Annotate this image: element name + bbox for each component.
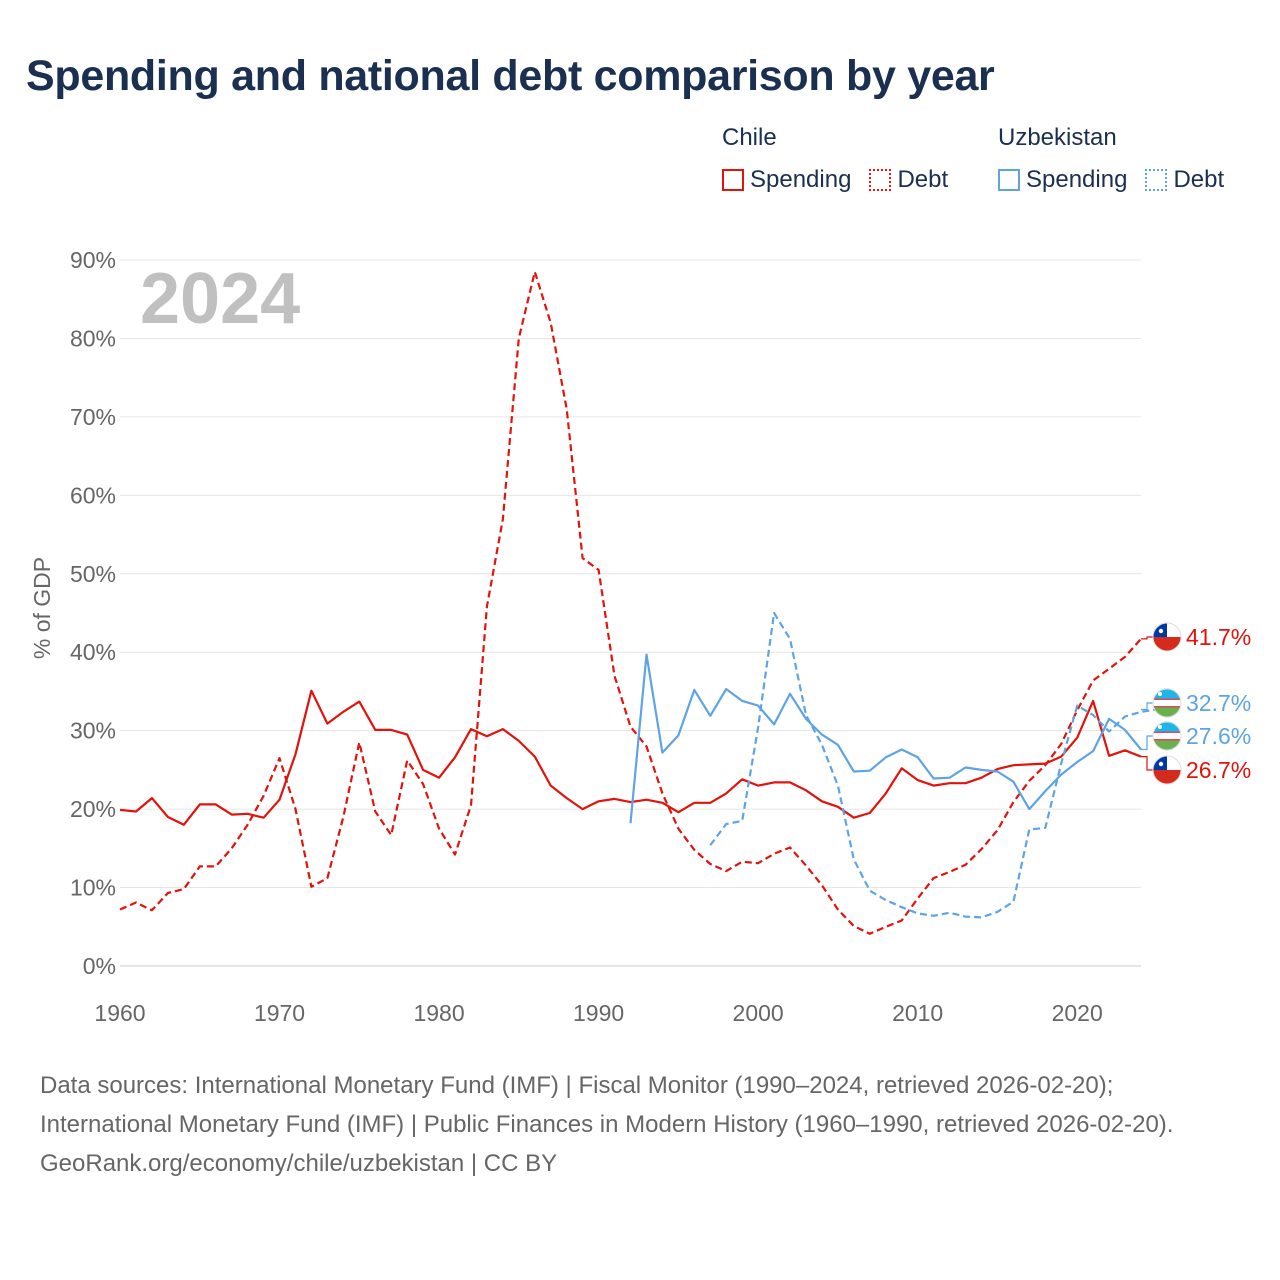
end-label-connector [1141,755,1153,771]
y-tick-label: 30% [70,718,116,744]
series-line-chile-debt [119,270,1142,935]
end-value-label: 26.7% [1186,757,1251,783]
series-line-chile-spending [119,689,1142,826]
legend-group-uzbekistan: Uzbekistan Spending Debt [998,124,1242,194]
x-tick-label: 2010 [892,1000,943,1026]
y-tick-label: 80% [70,325,116,351]
end-value-label: 41.7% [1186,624,1251,650]
legend-item-chile-debt[interactable]: Debt [869,166,948,194]
y-tick-label: 60% [70,482,116,508]
solid-swatch-icon [722,169,744,191]
legend-group-name: Uzbekistan [998,124,1117,151]
chart-title: Spending and national debt comparison by… [26,52,995,100]
y-axis-ticks: 0% 10% 20% 30% 40% 50% 60% 70% 80% 90% [70,247,116,979]
y-tick-label: 40% [70,639,116,665]
legend-item-label: Debt [1173,166,1225,193]
x-tick-label: 2000 [733,1000,784,1026]
series-lines [119,270,1158,935]
end-labels: 41.7% 32.7% 27.6% 26.7% [1141,622,1251,785]
dotted-swatch-icon [1145,169,1168,191]
x-tick-label: 2020 [1052,1000,1103,1026]
y-tick-label: 0% [83,953,116,979]
x-tick-label: 1960 [94,1000,145,1026]
series-line-uzbekistan-spending [629,653,1142,824]
y-tick-label: 90% [70,247,116,273]
y-tick-label: 10% [70,875,116,901]
footer: Data sources: International Monetary Fun… [40,1066,1240,1183]
uzbekistan-flag-icon [1152,688,1182,718]
legend-item-uzbekistan-debt[interactable]: Debt [1145,166,1224,194]
end-label-connector [1141,735,1153,751]
end-label-connector [1141,702,1153,711]
credit-link[interactable]: GeoRank.org/economy/chile/uzbekistan | C… [40,1150,558,1177]
uzbekistan-flag-icon [1152,721,1182,751]
legend-group-name: Chile [722,124,777,151]
x-tick-label: 1980 [413,1000,464,1026]
y-tick-label: 50% [70,561,116,587]
year-watermark: 2024 [140,259,301,339]
legend-item-label: Spending [750,166,852,193]
x-tick-label: 1970 [254,1000,305,1026]
y-axis-label: % of GDP [29,557,55,659]
legend-item-uzbekistan-spending[interactable]: Spending [998,166,1127,194]
legend-item-chile-spending[interactable]: Spending [722,166,851,194]
end-value-label: 27.6% [1186,723,1251,749]
y-tick-label: 20% [70,796,116,822]
data-sources: Data sources: International Monetary Fun… [40,1072,1174,1138]
legend-item-label: Spending [1026,166,1128,193]
x-axis-ticks: 1960 1970 1980 1990 2000 2010 2020 [94,1000,1102,1026]
legend-group-chile: Chile Spending Debt [722,124,966,194]
dotted-swatch-icon [869,169,892,191]
chile-flag-icon [1152,622,1182,652]
line-chart: 0%10%20%30%40%50%60%70%80%90% 1960 1970 19… [29,247,1251,1026]
chile-flag-icon [1152,755,1182,785]
grid-lines [120,259,1141,967]
end-label-connector [1141,636,1153,640]
legend-item-label: Debt [897,166,949,193]
y-tick-label: 70% [70,404,116,430]
series-line-uzbekistan-debt [709,611,1158,919]
solid-swatch-icon [998,169,1020,191]
end-value-label: 32.7% [1186,690,1251,716]
x-tick-label: 1990 [573,1000,624,1026]
